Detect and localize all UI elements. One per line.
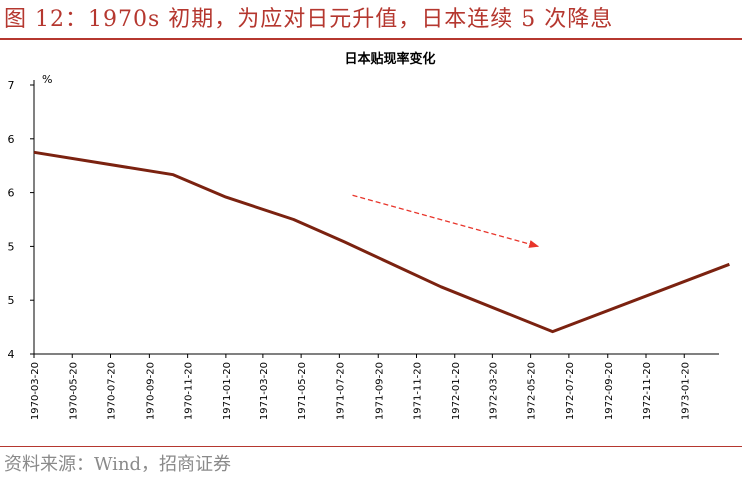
x-tick-label: 1970-03-20 bbox=[30, 362, 41, 420]
x-tick-label: 1971-09-20 bbox=[374, 362, 385, 420]
y-axis-ticks: 4 5 5 6 6 7 bbox=[8, 79, 34, 361]
x-tick-label: 1971-05-20 bbox=[297, 362, 308, 420]
chart-title: 日本贴现率变化 bbox=[344, 51, 435, 67]
y-tick-label: 6 bbox=[8, 133, 15, 146]
y-tick-label: 5 bbox=[8, 294, 15, 307]
y-axis-unit: % bbox=[42, 73, 52, 86]
y-tick-label: 5 bbox=[8, 240, 15, 253]
chart-axes bbox=[33, 80, 719, 355]
y-tick-label: 4 bbox=[8, 348, 15, 361]
x-axis-ticks: 1970-03-20 1970-05-20 1970-07-20 1970-09-20… bbox=[30, 354, 691, 420]
x-tick-label: 1971-07-20 bbox=[335, 362, 346, 420]
x-tick-label: 1971-03-20 bbox=[259, 362, 270, 420]
y-tick-label: 7 bbox=[8, 79, 15, 92]
source-note: 资料来源：Wind，招商证券 bbox=[4, 454, 232, 475]
x-tick-label: 1972-03-20 bbox=[488, 362, 499, 420]
header-divider bbox=[0, 38, 742, 40]
x-tick-label: 1971-01-20 bbox=[222, 362, 233, 420]
x-tick-label: 1970-07-20 bbox=[107, 362, 118, 420]
x-tick-label: 1972-07-20 bbox=[565, 362, 576, 420]
figure-title: 图 12：1970s 初期，为应对日元升值，日本连续 5 次降息 bbox=[4, 7, 614, 32]
x-tick-label: 1970-09-20 bbox=[145, 362, 156, 420]
x-tick-label: 1970-05-20 bbox=[68, 362, 79, 420]
trend-annotation bbox=[352, 194, 540, 248]
discount-rate-line bbox=[33, 150, 730, 334]
x-tick-label: 1970-11-20 bbox=[184, 362, 195, 420]
series-layer bbox=[33, 150, 730, 334]
trend-arrow bbox=[352, 194, 540, 248]
x-tick-label: 1972-05-20 bbox=[527, 362, 538, 420]
y-tick-label: 6 bbox=[8, 187, 15, 200]
x-tick-label: 1972-01-20 bbox=[451, 362, 462, 420]
x-tick-label: 1972-09-20 bbox=[604, 362, 615, 420]
footer-divider bbox=[0, 446, 742, 447]
x-tick-label: 1973-01-20 bbox=[680, 362, 691, 420]
x-tick-label: 1971-11-20 bbox=[413, 362, 424, 420]
x-tick-label: 1972-11-20 bbox=[642, 362, 653, 420]
